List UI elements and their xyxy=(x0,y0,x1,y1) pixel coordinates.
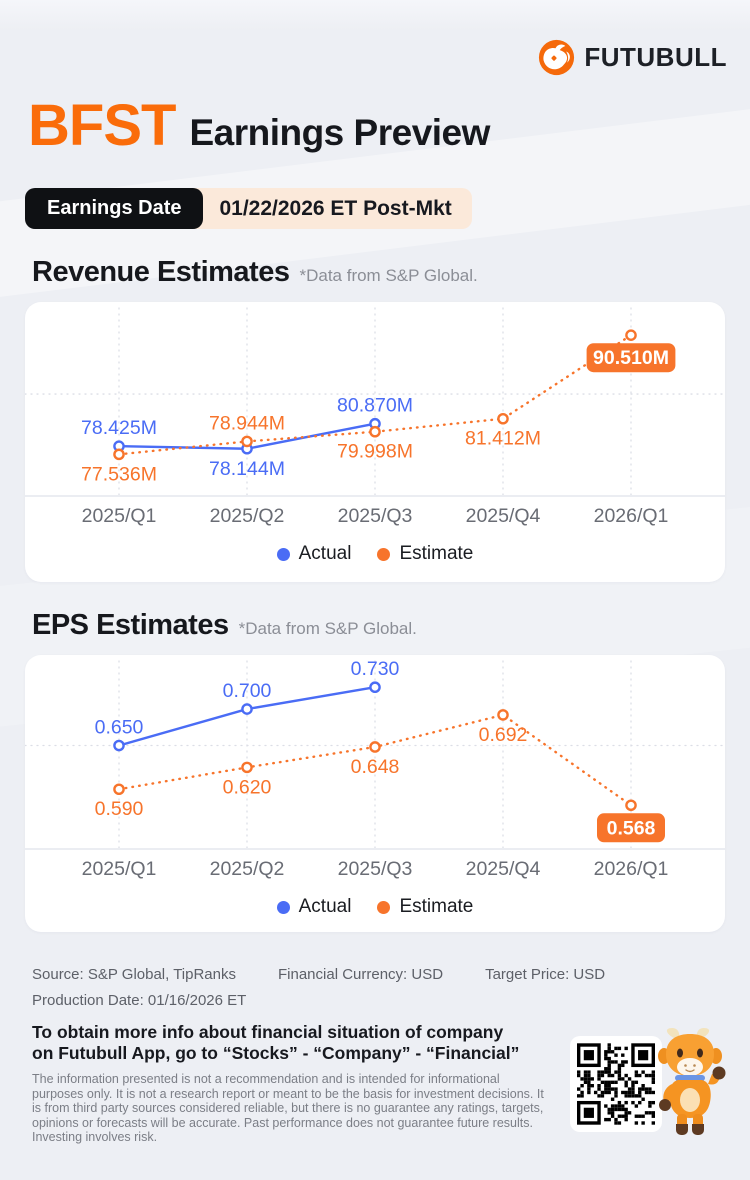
legend-item-estimate: Estimate xyxy=(377,543,473,565)
revenue-section-header: Revenue Estimates *Data from S&P Global. xyxy=(32,256,478,289)
production-date: Production Date: 01/16/2026 ET xyxy=(32,992,247,1009)
data-source: Source: S&P Global, TipRanks xyxy=(32,966,236,983)
legend-item-estimate: Estimate xyxy=(377,896,473,918)
eps-chart: 2025/Q1 2025/Q2 2025/Q3 2025/Q4 2026/Q1 0.650… xyxy=(25,659,725,880)
legend-label: Actual xyxy=(298,896,352,917)
page-title: BFST Earnings Preview xyxy=(28,92,490,159)
qr-code xyxy=(570,1036,662,1132)
point-label: 0.692 xyxy=(479,724,528,746)
highlight-badge xyxy=(597,813,665,843)
highlight-badge-label: 0.568 xyxy=(607,817,656,839)
app-promo-text: To obtain more info about financial situ… xyxy=(32,1022,519,1064)
disclaimer-text: The information presented is not a recom… xyxy=(32,1072,544,1145)
background-top-gradient xyxy=(0,0,750,30)
earnings-date-label-badge: Earnings Date xyxy=(25,188,204,229)
data-point xyxy=(113,448,125,461)
revenue-chart: 2025/Q1 2025/Q2 2025/Q3 2025/Q4 2026/Q1 78.42… xyxy=(25,307,725,527)
point-label: 0.700 xyxy=(223,680,272,702)
x-tick-label: 2026/Q1 xyxy=(594,858,669,880)
financial-currency: Financial Currency: USD xyxy=(278,966,444,983)
x-tick-label: 2025/Q4 xyxy=(466,858,541,880)
data-point xyxy=(625,799,637,812)
legend-dot xyxy=(377,900,391,914)
data-point xyxy=(625,329,637,341)
x-tick-label: 2026/Q1 xyxy=(594,505,669,527)
x-tick-label: 2025/Q4 xyxy=(466,505,541,527)
point-label: 78.144M xyxy=(209,458,285,480)
legend-item-actual: Actual xyxy=(276,896,352,918)
page-title-text: Earnings Preview xyxy=(189,112,490,153)
point-label: 81.412M xyxy=(465,428,541,450)
revenue-chart-legend: Actual Estimate xyxy=(25,543,725,565)
highlight-badge xyxy=(586,343,676,373)
legend-label: Estimate xyxy=(399,896,474,917)
data-point xyxy=(241,761,253,774)
brand-name: FUTUBULL xyxy=(584,42,727,72)
futubull-logo: FUTUBULL xyxy=(538,39,727,76)
data-point xyxy=(241,703,253,715)
point-label: 0.620 xyxy=(223,776,272,798)
point-label: 79.998M xyxy=(337,441,413,463)
data-point xyxy=(497,709,509,721)
eps-chart-card: 2025/Q1 2025/Q2 2025/Q3 2025/Q4 2026/Q1 0.650… xyxy=(25,655,725,932)
point-label: 78.425M xyxy=(81,417,157,439)
earnings-date-value-badge: 01/22/2026 ET Post-Mkt xyxy=(191,188,472,229)
eps-section-title: EPS Estimates xyxy=(32,609,229,641)
point-label: 0.648 xyxy=(351,756,400,778)
data-point xyxy=(113,739,125,752)
data-point xyxy=(497,412,509,425)
revenue-source-note: *Data from S&P Global. xyxy=(299,266,478,285)
x-tick-label: 2025/Q2 xyxy=(210,858,285,880)
eps-source-note: *Data from S&P Global. xyxy=(238,619,417,638)
highlight-badge-label: 90.510M xyxy=(593,347,669,369)
ticker-symbol: BFST xyxy=(28,93,176,158)
point-label: 78.944M xyxy=(209,412,285,434)
point-label: 77.536M xyxy=(81,463,157,485)
earnings-date-row: Earnings Date 01/22/2026 ET Post-Mkt xyxy=(25,188,472,229)
data-point xyxy=(369,425,381,438)
legend-dot xyxy=(276,547,290,561)
legend-item-actual: Actual xyxy=(276,543,352,565)
revenue-section-title: Revenue Estimates xyxy=(32,256,290,288)
legend-label: Estimate xyxy=(399,543,474,564)
production-date-line: Production Date: 01/16/2026 ET xyxy=(32,992,605,1009)
app-promo-line2: on Futubull App, go to “Stocks” - “Compa… xyxy=(32,1043,520,1063)
data-point xyxy=(113,783,125,796)
series-line-estimate xyxy=(117,333,633,456)
revenue-chart-card: 2025/Q1 2025/Q2 2025/Q3 2025/Q4 2026/Q1 78.42… xyxy=(25,302,725,582)
source-block: Source: S&P Global, TipRanks Financial C… xyxy=(32,966,605,1009)
x-tick-label: 2025/Q1 xyxy=(82,505,157,527)
qr-code-pattern xyxy=(577,1043,655,1125)
bull-mascot xyxy=(658,1028,726,1135)
data-point xyxy=(241,435,253,448)
legend-dot xyxy=(377,547,391,561)
source-line: Source: S&P Global, TipRanks Financial C… xyxy=(32,966,605,983)
legend-label: Actual xyxy=(298,543,352,564)
x-tick-label: 2025/Q3 xyxy=(338,858,413,880)
point-label: 80.870M xyxy=(337,395,413,417)
point-label: 0.590 xyxy=(95,798,144,820)
data-point xyxy=(369,741,381,753)
target-price-currency: Target Price: USD xyxy=(485,966,606,983)
eps-chart-legend: Actual Estimate xyxy=(25,896,725,918)
app-promo-line1: To obtain more info about financial situ… xyxy=(32,1022,504,1042)
x-tick-label: 2025/Q3 xyxy=(338,505,413,527)
x-tick-label: 2025/Q1 xyxy=(82,858,157,880)
x-tick-label: 2025/Q2 xyxy=(210,505,285,527)
point-label: 0.730 xyxy=(351,659,400,680)
point-label: 0.650 xyxy=(95,717,144,739)
eps-section-header: EPS Estimates *Data from S&P Global. xyxy=(32,609,417,642)
futubull-bull-icon xyxy=(539,39,575,76)
legend-dot xyxy=(276,900,290,914)
data-point xyxy=(369,681,381,694)
